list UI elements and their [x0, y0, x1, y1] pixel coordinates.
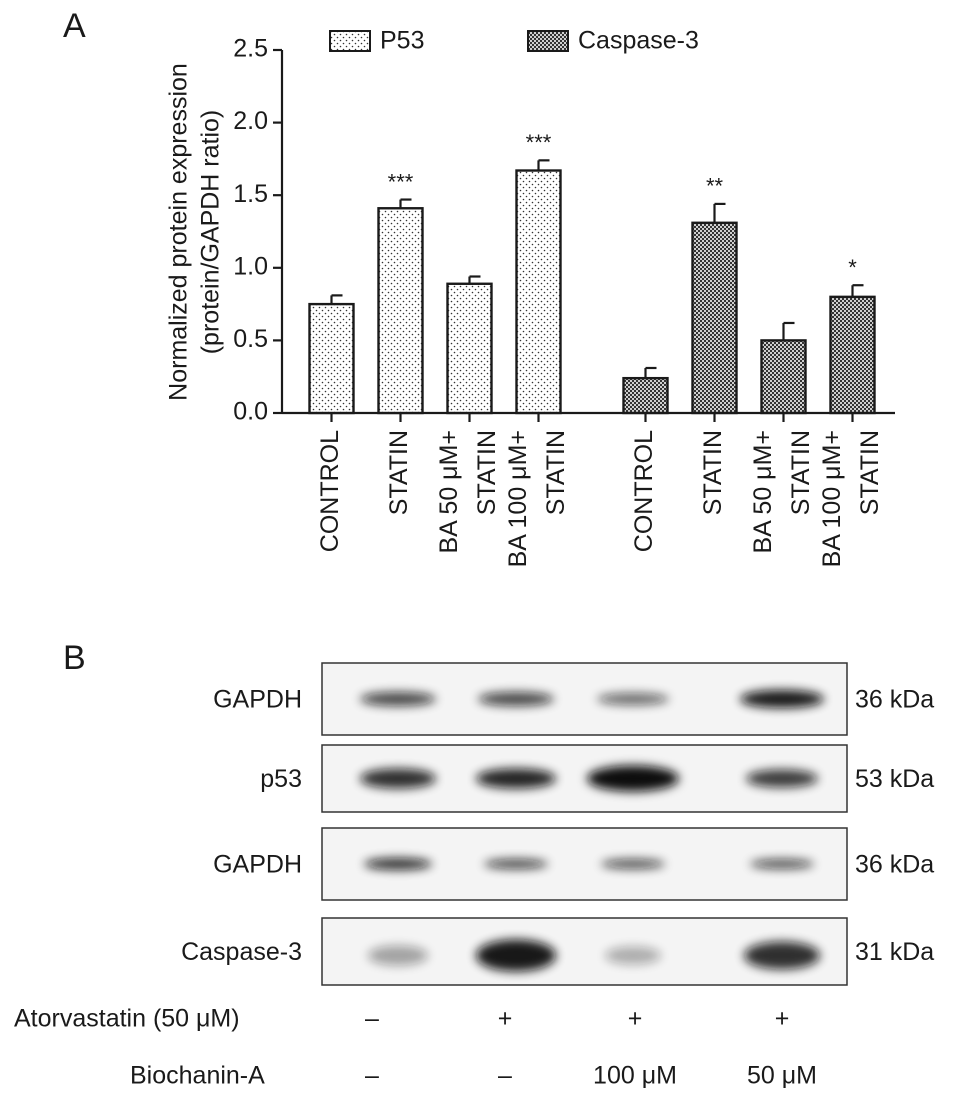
blot-band — [601, 859, 665, 869]
significance: * — [848, 255, 857, 280]
x-tick-label: STATIN — [787, 430, 815, 515]
y-axis-label: (protein/GAPDH ratio) — [197, 110, 225, 355]
bar — [515, 169, 562, 415]
treatment-value: – — [365, 1062, 379, 1090]
treatment-value: + — [498, 1005, 513, 1033]
bar — [308, 302, 355, 415]
significance: *** — [526, 130, 552, 155]
y-axis-label: Normalized protein expression — [165, 63, 193, 401]
blot-band — [478, 692, 554, 706]
legend-label: P53 — [380, 27, 424, 55]
blot-row-label: Caspase-3 — [181, 938, 302, 966]
bar — [760, 339, 807, 415]
blot-band — [587, 765, 679, 792]
blot-band — [605, 946, 661, 965]
x-tick-label: BA 100 μM+ — [504, 430, 532, 567]
treatment-label: Atorvastatin (50 μM) — [14, 1005, 240, 1033]
treatment-value: 50 μM — [747, 1062, 817, 1090]
bar — [377, 207, 424, 415]
y-tick-label: 2.5 — [233, 35, 268, 63]
blot-row-label: p53 — [260, 765, 302, 793]
x-tick-label: STATIN — [473, 430, 501, 515]
treatment-label: Biochanin-A — [130, 1062, 265, 1090]
x-tick-label: BA 100 μM+ — [818, 430, 846, 567]
blot-band — [484, 859, 548, 869]
legend-swatch — [527, 30, 569, 52]
y-tick-label: 2.0 — [233, 107, 268, 135]
treatment-value: + — [775, 1005, 790, 1033]
bar — [622, 376, 669, 415]
y-tick-label: 0.5 — [233, 325, 268, 353]
treatment-value: – — [365, 1005, 379, 1033]
y-tick-label: 0.0 — [233, 398, 268, 426]
panel-label: A — [63, 7, 86, 45]
blot-band — [476, 768, 556, 789]
blot-band — [360, 692, 436, 706]
legend-swatch — [329, 30, 371, 52]
blot-band — [476, 939, 556, 972]
blot-band — [597, 693, 669, 705]
blot-band — [368, 945, 428, 966]
blot-band — [364, 858, 432, 870]
x-tick-label: CONTROL — [316, 430, 344, 552]
legend-label: Caspase-3 — [578, 27, 699, 55]
blot-size-label: 31 kDa — [855, 938, 934, 966]
blot-band — [750, 859, 814, 869]
blot-size-label: 36 kDa — [855, 686, 934, 714]
x-tick-label: CONTROL — [630, 430, 658, 552]
x-tick-label: BA 50 μM+ — [435, 430, 463, 554]
x-tick-label: STATIN — [856, 430, 884, 515]
x-tick-label: STATIN — [542, 430, 570, 515]
blot-band — [740, 690, 824, 708]
blot-band — [746, 769, 818, 788]
y-tick-label: 1.5 — [233, 180, 268, 208]
bar — [829, 295, 876, 415]
treatment-value: – — [498, 1062, 512, 1090]
significance: ** — [706, 174, 724, 199]
significance: *** — [388, 169, 414, 194]
blot-band — [360, 768, 436, 789]
x-tick-label: STATIN — [699, 430, 727, 515]
blot-row-label: GAPDH — [213, 686, 302, 714]
x-tick-label: BA 50 μM+ — [749, 430, 777, 554]
treatment-value: 100 μM — [593, 1062, 677, 1090]
panel-label: B — [63, 639, 86, 677]
blot-band — [744, 941, 820, 970]
x-tick-label: STATIN — [385, 430, 413, 515]
y-tick-label: 1.0 — [233, 252, 268, 280]
blot-size-label: 53 kDa — [855, 765, 934, 793]
blot-size-label: 36 kDa — [855, 851, 934, 879]
treatment-value: + — [628, 1005, 643, 1033]
bar — [691, 221, 738, 415]
bar — [446, 282, 493, 415]
blot-row-label: GAPDH — [213, 851, 302, 879]
